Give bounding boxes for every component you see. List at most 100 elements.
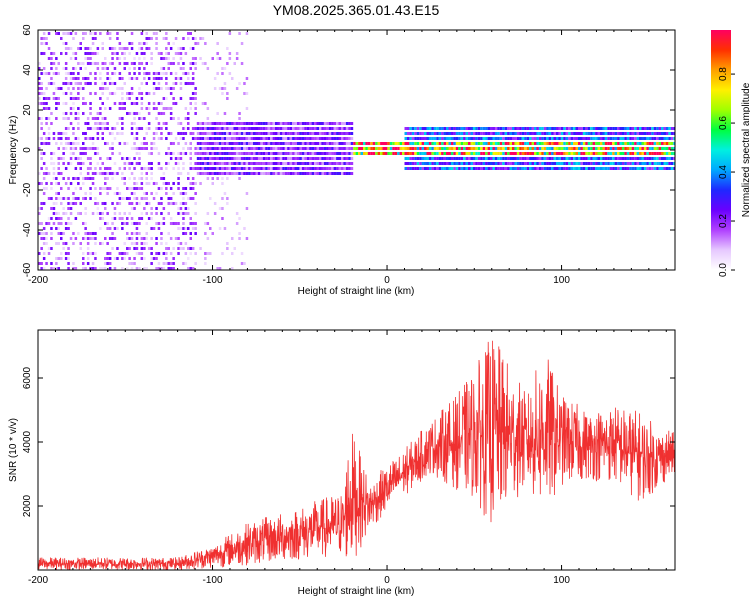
spectrogram-cell <box>179 77 183 80</box>
spectrogram-cell <box>255 152 258 155</box>
spectrogram-cell <box>235 87 239 90</box>
spectrogram-cell <box>218 127 222 130</box>
spectrogram-cell <box>604 147 608 150</box>
spectrogram-cell <box>206 147 210 150</box>
spectrogram-cell <box>86 157 90 160</box>
spectrogram-cell <box>641 157 644 160</box>
spectrogram-cell <box>204 232 207 235</box>
spectrogram-cell <box>101 47 104 50</box>
spectrogram-cell <box>245 32 249 35</box>
spectrogram-cell <box>57 232 60 235</box>
spectrogram-cell <box>609 157 613 160</box>
spectrogram-cell <box>121 157 124 160</box>
spectrogram-cell <box>338 122 341 125</box>
spectrogram-cell <box>133 77 136 80</box>
spectrogram-cell <box>614 127 618 130</box>
spectrogram-cell <box>64 137 68 140</box>
spectrogram-cell <box>614 142 618 145</box>
spectrogram-cell <box>106 127 109 130</box>
spectrogram-cell <box>394 142 398 145</box>
spectrogram-cell <box>480 167 483 170</box>
spectrogram-cell <box>189 247 192 250</box>
spectrogram-cell <box>184 142 188 145</box>
spectrogram-cell <box>147 77 151 80</box>
spectrogram-cell <box>60 202 63 205</box>
spectrogram-cell <box>497 132 500 135</box>
spectrogram-cell <box>619 132 622 135</box>
spectrogram-cell <box>106 262 109 265</box>
spectrogram-cell <box>343 157 346 160</box>
spectrogram-cell <box>126 232 129 235</box>
spectrogram-cell <box>512 127 515 130</box>
spectrogram-cell <box>91 182 95 185</box>
spectrogram-cell <box>592 127 596 130</box>
spectrogram-cell <box>399 152 403 155</box>
colorbar-tick-label: 0.4 <box>718 165 729 179</box>
spectrogram-cell <box>133 182 136 185</box>
spectrogram-cell <box>204 127 207 130</box>
spectrogram-cell <box>152 147 156 150</box>
spectrogram-cell <box>143 72 146 75</box>
spectrogram-cell <box>485 137 488 140</box>
spectrogram-cell <box>575 127 578 130</box>
spectrogram-cell <box>182 137 185 140</box>
spectrogram-cell <box>187 77 190 80</box>
spectrogram-cell <box>316 152 319 155</box>
spectrogram-cell <box>529 127 532 130</box>
spectrogram-cell <box>133 247 136 250</box>
spectrogram-cell <box>470 132 473 135</box>
spectrogram-cell <box>228 152 232 155</box>
colorbar-label: Normalized spectral amplitude <box>741 82 750 217</box>
spectrogram-cell <box>602 157 605 160</box>
spectrogram-cell <box>502 162 505 165</box>
spectrogram-cell <box>138 47 141 50</box>
spectrogram-cell <box>294 157 297 160</box>
spectrogram-cell <box>231 252 234 255</box>
spectrogram-cell <box>519 142 522 145</box>
spectrogram-cell <box>211 172 214 175</box>
spectrogram-cell <box>42 92 46 95</box>
spectrogram-cell <box>348 137 351 140</box>
spectrogram-cell <box>323 152 327 155</box>
spectrogram-cell <box>77 197 80 200</box>
spectrogram-cell <box>436 137 439 140</box>
spectrogram-cell <box>84 67 87 70</box>
spectrogram-cell <box>673 127 675 130</box>
spectrogram-cell <box>480 132 483 135</box>
spectrogram-cell <box>226 242 229 245</box>
spectrogram-cell <box>157 52 161 55</box>
spectrogram-cell <box>86 167 90 170</box>
spectrogram-cell <box>450 137 454 140</box>
spectrogram-cell <box>179 242 183 245</box>
spectrogram-cell <box>147 47 151 50</box>
spectrogram-cell <box>130 122 134 125</box>
spectrogram-cell <box>89 52 92 55</box>
spectrogram-cell <box>402 152 405 155</box>
spectrogram-cell <box>189 97 192 100</box>
spectrogram-cell <box>556 167 559 170</box>
spectrogram-cell <box>145 172 148 175</box>
spectrogram-cell <box>91 232 95 235</box>
spectrogram-cell <box>304 137 307 140</box>
spectrogram-cell <box>160 87 163 90</box>
spectrogram-cell <box>172 57 175 60</box>
spectrogram-cell <box>38 222 41 225</box>
spectrogram-cell <box>299 167 302 170</box>
spectrogram-cell <box>228 122 232 125</box>
spectrogram-cell <box>113 52 117 55</box>
spectrogram-cell <box>431 162 434 165</box>
spectrogram-cell <box>414 157 417 160</box>
spectrogram-cell <box>204 132 207 135</box>
spectrogram-cell <box>414 152 417 155</box>
spectrogram-cell <box>279 137 283 140</box>
spectrogram-cell <box>262 147 266 150</box>
spectrogram-cell <box>375 142 378 145</box>
spectrogram-cell <box>138 57 141 60</box>
spectrogram-cell <box>384 142 388 145</box>
spectrogram-cell <box>582 167 586 170</box>
spectrogram-cell <box>490 137 493 140</box>
spectrogram-cell <box>292 162 295 165</box>
spectrogram-cell <box>150 172 153 175</box>
spectrogram-cell <box>558 127 561 130</box>
spectrogram-cell <box>314 157 317 160</box>
